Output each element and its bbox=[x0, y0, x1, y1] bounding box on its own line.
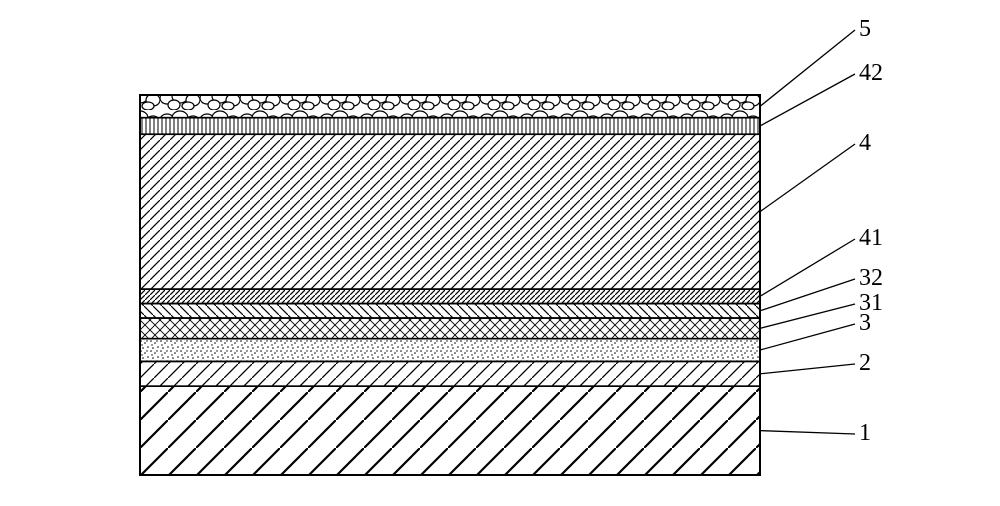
leader-line bbox=[760, 304, 855, 328]
layer-label-L3: 3 bbox=[859, 310, 871, 337]
layer-L4 bbox=[140, 134, 760, 289]
leader-line bbox=[760, 279, 855, 311]
layer-label-L42: 42 bbox=[859, 60, 883, 87]
leader-line bbox=[760, 74, 855, 126]
layer-L31 bbox=[140, 318, 760, 339]
layer-label-L4: 4 bbox=[859, 130, 871, 157]
leader-line bbox=[760, 30, 855, 106]
leader-line bbox=[760, 364, 855, 374]
leader-line bbox=[760, 431, 855, 434]
layer-L42 bbox=[140, 118, 760, 135]
layer-L32 bbox=[140, 304, 760, 318]
layer-label-L1: 1 bbox=[859, 420, 871, 447]
layer-label-L41: 41 bbox=[859, 225, 883, 252]
layer-label-L2: 2 bbox=[859, 350, 871, 377]
layer-label-L32: 32 bbox=[859, 265, 883, 292]
layer-L5 bbox=[140, 95, 760, 118]
layer-L2 bbox=[140, 361, 760, 386]
layer-label-L5: 5 bbox=[859, 16, 871, 43]
layer-L3 bbox=[140, 339, 760, 362]
leader-line bbox=[760, 144, 855, 212]
leader-line bbox=[760, 324, 855, 350]
layer-L1 bbox=[140, 386, 760, 475]
layer-L41 bbox=[140, 289, 760, 303]
leader-line bbox=[760, 239, 855, 296]
cross-section-diagram bbox=[0, 0, 1000, 506]
